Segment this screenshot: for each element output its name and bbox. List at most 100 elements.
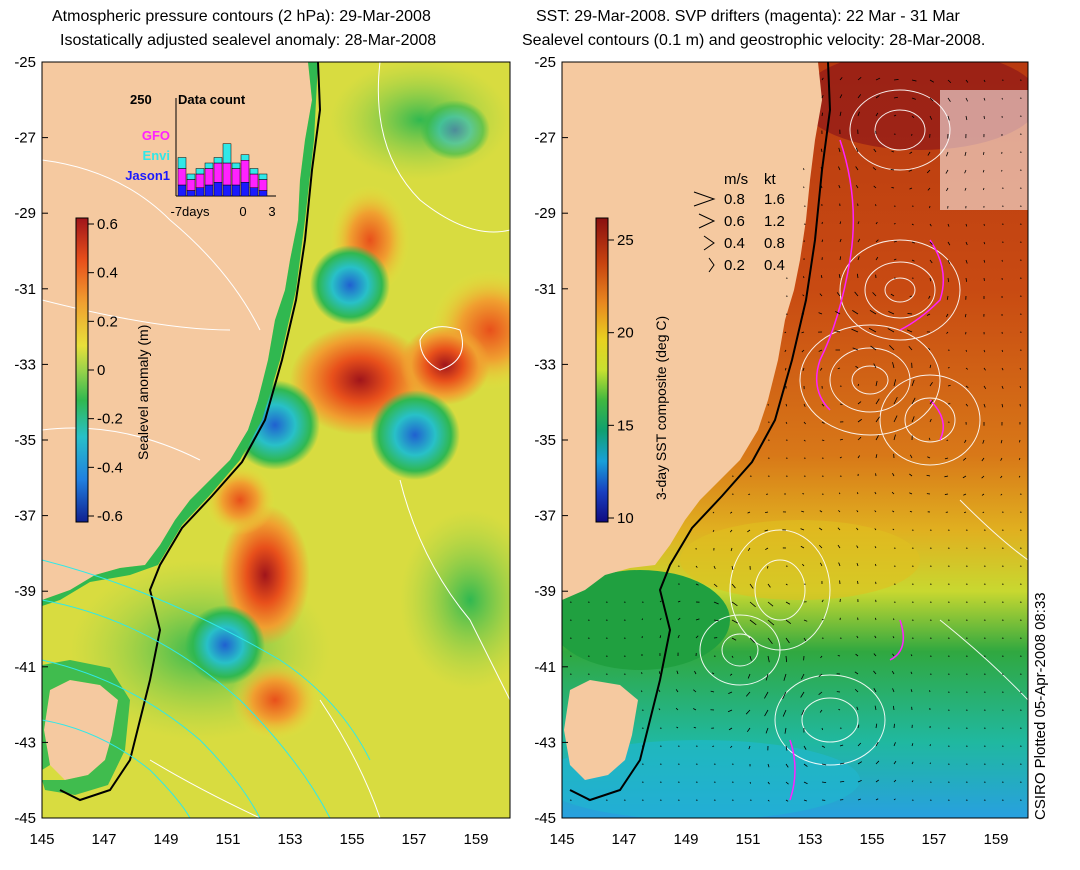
lon-tick-left: 159 (463, 831, 488, 848)
left-colorbar-label: Sealevel anomaly (m) (135, 325, 151, 460)
inset-legend-gfo: GFO (142, 128, 170, 143)
left-colorbar-tick: 0 (97, 362, 105, 379)
lon-tick-left: 155 (339, 831, 364, 848)
anomaly-warm-patch (205, 465, 275, 535)
lat-tick-left: -27 (14, 130, 36, 147)
lat-tick-left: -31 (14, 281, 36, 298)
lat-tick-left: -33 (14, 356, 36, 373)
right-colorbar-tick: 25 (617, 232, 634, 249)
lat-tick-right: -31 (534, 281, 556, 298)
lon-tick-right: 147 (611, 831, 636, 848)
inset-max-label: 250 (130, 92, 152, 107)
lat-tick-left: -35 (14, 432, 36, 449)
lat-tick-right: -29 (534, 205, 556, 222)
lon-tick-right: 151 (735, 831, 760, 848)
inset-bar (195, 168, 205, 175)
anomaly-high-eddy (400, 325, 490, 405)
lat-tick-right: -33 (534, 356, 556, 373)
lon-tick-left: 151 (215, 831, 240, 848)
left-colorbar-tick: -0.4 (97, 459, 123, 476)
lat-tick-right: -35 (534, 432, 556, 449)
anomaly-warm-patch (230, 660, 320, 740)
inset-bar (177, 157, 187, 169)
velocity-legend-kt: 0.4 (764, 257, 785, 274)
lon-tick-right: 159 (983, 831, 1008, 848)
lon-tick-right: 157 (921, 831, 946, 848)
lat-tick-right: -41 (534, 659, 556, 676)
australia-mainland-right (562, 62, 822, 600)
right-title-line1: SST: 29-Mar-2008. SVP drifters (magenta)… (536, 8, 960, 25)
continental-slope-contour-right (569, 62, 832, 802)
inset-legend-jason1: Jason1 (125, 168, 170, 183)
velocity-legend-arrow (698, 213, 716, 229)
left-colorbar-tick: 0.4 (97, 265, 118, 282)
inset-legend-envi: Envi (143, 148, 170, 163)
right-colorbar-tick: 15 (617, 417, 634, 434)
left-colorbar-tick: -0.2 (97, 411, 123, 428)
right-map: 25 20 15 10 3-day SST composite (deg C) m/s… (561, 61, 1029, 819)
data-count-inset: 250 Data count GFO Envi Jason1 -7days 0 3 (125, 92, 276, 219)
left-colorbar-tick: -0.6 (97, 508, 123, 525)
velocity-header-ms: m/s (724, 171, 748, 188)
inset-title: Data count (178, 92, 246, 107)
anomaly-low-eddy (310, 245, 390, 325)
inset-bar (258, 173, 268, 180)
tasmania-shelf (42, 660, 130, 795)
right-colorbar (595, 217, 609, 523)
lon-tick-left: 153 (277, 831, 302, 848)
velocity-legend-ms: 0.4 (724, 235, 745, 252)
inset-bar (231, 162, 241, 169)
inset-bar (213, 157, 223, 164)
inset-bar (249, 168, 259, 175)
lon-tick-left: 147 (91, 831, 116, 848)
lon-tick-left: 145 (29, 831, 54, 848)
lat-tick-left: -39 (14, 583, 36, 600)
left-title-line2: Isostatically adjusted sealevel anomaly:… (60, 32, 437, 49)
lat-tick-left: -45 (14, 810, 36, 827)
velocity-header-kt: kt (764, 171, 777, 188)
inset-bar (222, 143, 232, 164)
lon-tick-right: 153 (797, 831, 822, 848)
lat-tick-left: -25 (14, 54, 36, 71)
right-title-line2: Sealevel contours (0.1 m) and geostrophi… (522, 32, 986, 49)
inset-bar (186, 173, 196, 180)
inset-bar (204, 162, 214, 169)
lat-tick-right: -27 (534, 130, 556, 147)
lon-tick-right: 149 (673, 831, 698, 848)
velocity-legend-arrow (703, 235, 715, 251)
left-title-line1: Atmospheric pressure contours (2 hPa): 2… (52, 8, 431, 25)
lat-tick-right: -39 (534, 583, 556, 600)
credit-label: CSIRO Plotted 05-Apr-2008 08:33 (1032, 592, 1049, 820)
lat-tick-right: -45 (534, 810, 556, 827)
lat-tick-right: -43 (534, 734, 556, 751)
velocity-legend-ms: 0.8 (724, 191, 745, 208)
velocity-legend-kt: 1.6 (764, 191, 785, 208)
velocity-legend-arrow (693, 191, 716, 207)
right-colorbar-tick: 20 (617, 325, 634, 342)
inset-x-tick: -7days (170, 204, 210, 219)
left-colorbar-ticks: 0.6 0.4 0.2 0 -0.2 -0.4 -0.6 (88, 216, 123, 525)
inset-x-tick: 0 (239, 204, 246, 219)
velocity-legend: m/s kt 0.8 1.6 0.6 1.2 0.4 0.8 0.2 0.4 (693, 171, 785, 274)
tasmania-right (564, 680, 638, 780)
geostrophic-velocity-vectors (569, 77, 1022, 802)
lat-tick-left: -43 (14, 734, 36, 751)
lat-tick-left: -29 (14, 205, 36, 222)
right-colorbar-label: 3-day SST composite (deg C) (653, 316, 669, 500)
velocity-legend-kt: 0.8 (764, 235, 785, 252)
right-colorbar-tick: 10 (617, 510, 634, 527)
lat-tick-right: -37 (534, 508, 556, 525)
left-colorbar-tick: 0.2 (97, 313, 118, 330)
velocity-legend-ms: 0.2 (724, 257, 745, 274)
anomaly-low-eddy (420, 100, 490, 160)
lon-tick-left: 157 (401, 831, 426, 848)
inset-x-tick: 3 (268, 204, 275, 219)
anomaly-low-eddy (185, 605, 265, 685)
velocity-legend-ms: 0.6 (724, 213, 745, 230)
velocity-legend-arrow (708, 257, 715, 273)
lat-tick-right: -25 (534, 54, 556, 71)
left-colorbar-tick: 0.6 (97, 216, 118, 233)
left-map: 0.6 0.4 0.2 0 -0.2 -0.4 -0.6 Sealevel anomaly … (41, 61, 511, 819)
anomaly-low-eddy (370, 390, 460, 480)
